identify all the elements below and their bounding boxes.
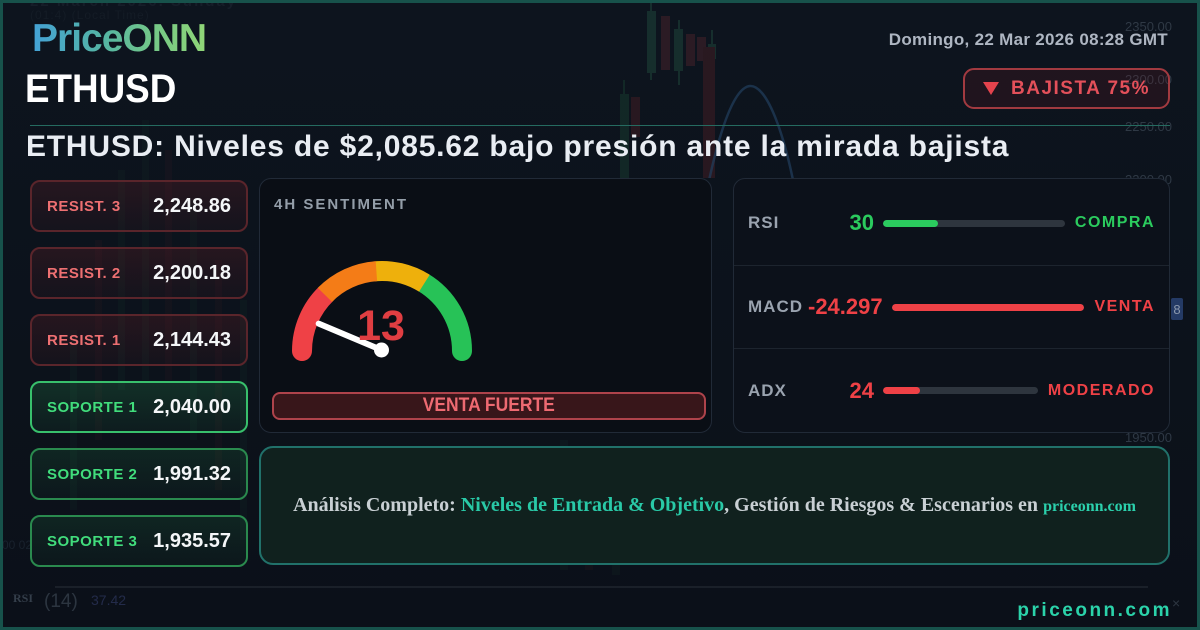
svg-text:8: 8	[1173, 302, 1180, 317]
svg-text:1950.00: 1950.00	[1125, 430, 1172, 445]
svg-text:(01:4) (Local Time): (01:4) (Local Time)	[30, 8, 150, 22]
svg-text:22 March 2026. Sunday: 22 March 2026. Sunday	[30, 0, 237, 10]
svg-text:2250.00: 2250.00	[1125, 119, 1172, 134]
svg-text:2350.00: 2350.00	[1125, 19, 1172, 34]
svg-text:×: ×	[1172, 595, 1180, 611]
svg-text:RSI: RSI	[13, 591, 33, 605]
svg-text:00 02: 00 02	[2, 538, 32, 552]
svg-text:37.42: 37.42	[91, 592, 126, 608]
svg-text:(14): (14)	[44, 591, 78, 612]
